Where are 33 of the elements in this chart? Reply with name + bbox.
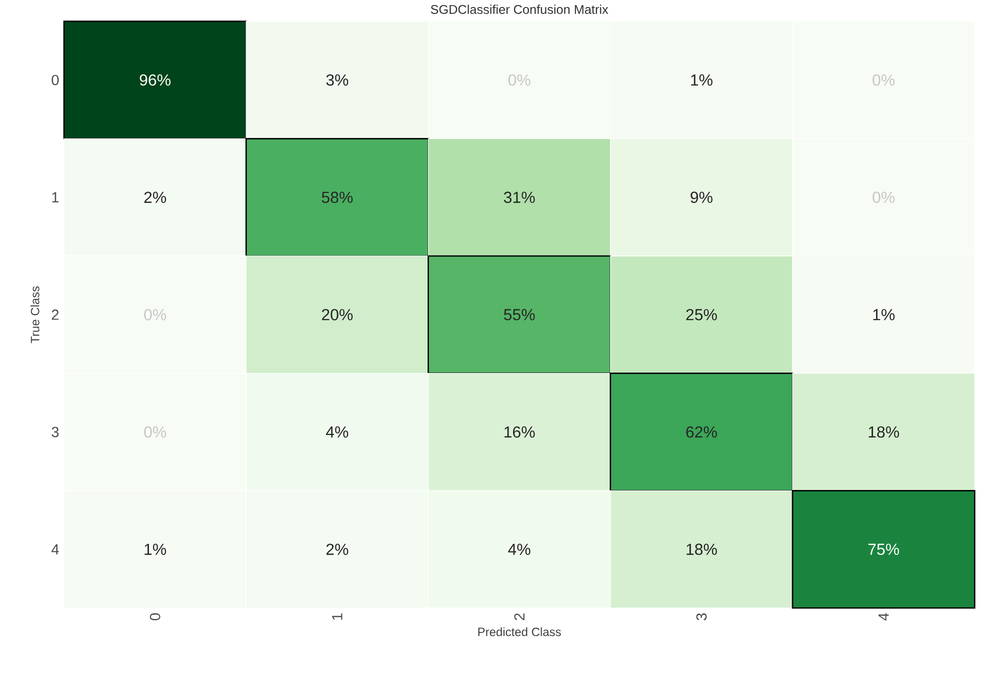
data-label: 96% bbox=[140, 74, 171, 86]
data-label: 2% bbox=[326, 544, 348, 555]
data-label: 1% bbox=[144, 544, 166, 555]
data-label: 58% bbox=[322, 192, 353, 203]
y-tick-label: 0 bbox=[52, 74, 59, 86]
y-tick-label: 2 bbox=[52, 310, 59, 320]
data-label: 3% bbox=[326, 74, 348, 86]
data-label: 25% bbox=[686, 309, 717, 320]
x-tick-label: 4 bbox=[878, 613, 889, 621]
x-tick-label: 2 bbox=[514, 613, 524, 620]
data-label: 2% bbox=[144, 192, 166, 203]
data-label: 4% bbox=[326, 426, 348, 438]
x-tick-label: 1 bbox=[332, 613, 342, 620]
data-label: 55% bbox=[504, 309, 535, 320]
data-label: 20% bbox=[322, 309, 353, 320]
x-axis-title: Predicted Class bbox=[478, 627, 561, 636]
data-label: 75% bbox=[868, 544, 900, 555]
y-tick-label: 1 bbox=[52, 192, 59, 202]
data-label: 4% bbox=[508, 544, 530, 555]
y-tick-label: 3 bbox=[52, 426, 59, 438]
x-tick-label: 0 bbox=[150, 613, 160, 620]
data-label: 9% bbox=[690, 192, 712, 203]
y-axis-title: True Class bbox=[30, 286, 40, 344]
data-label: 18% bbox=[868, 426, 900, 438]
data-label: 1% bbox=[691, 74, 712, 86]
data-label: 31% bbox=[504, 192, 535, 203]
data-label: 62% bbox=[686, 426, 717, 438]
y-tick-label: 4 bbox=[51, 544, 59, 554]
chart-title: SGDClassifier Confusion Matrix bbox=[430, 4, 608, 14]
data-label: 18% bbox=[686, 544, 717, 555]
data-label: 1% bbox=[873, 309, 895, 320]
data-label: 16% bbox=[504, 426, 535, 438]
x-tick-label: 3 bbox=[696, 613, 707, 620]
